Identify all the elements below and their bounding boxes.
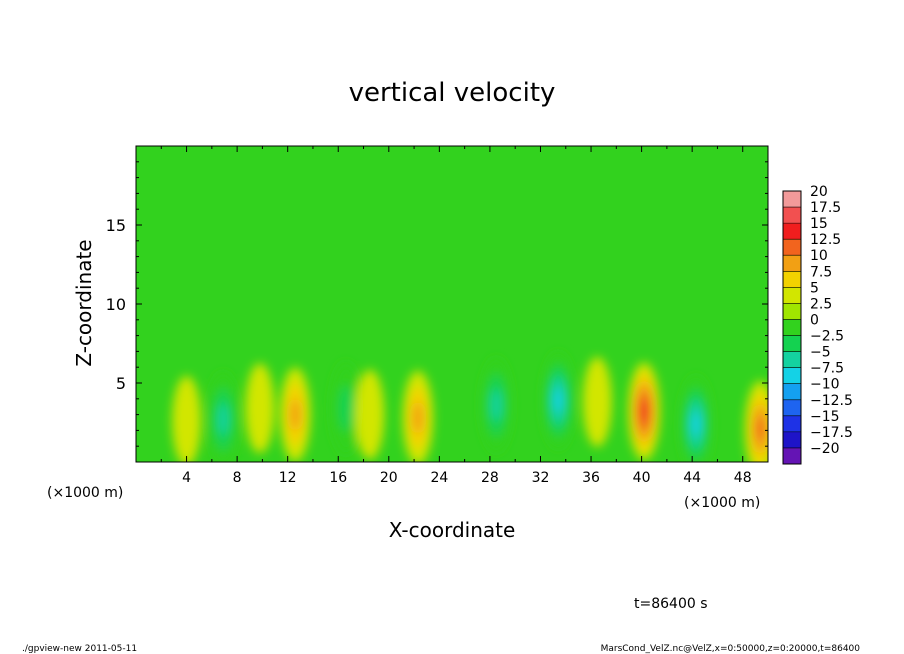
colorbar-swatch xyxy=(783,351,801,369)
colorbar-label: −20 xyxy=(810,441,840,457)
colorbar-swatch xyxy=(783,271,801,288)
velocity-contour xyxy=(338,385,354,432)
y-axis-label: Z-coordinate xyxy=(72,239,96,366)
y-tick-label: 15 xyxy=(106,216,126,235)
x-tick-label: 36 xyxy=(582,470,600,486)
chart-title: vertical velocity xyxy=(349,78,556,108)
x-tick-label: 16 xyxy=(329,470,347,486)
colorbar-label: −2.5 xyxy=(810,329,844,345)
colorbar-swatch xyxy=(783,303,801,320)
velocity-contour xyxy=(582,356,612,447)
x-axis-unit-left: (×1000 m) xyxy=(47,485,123,501)
x-tick-label: 12 xyxy=(279,470,297,486)
x-tick-label: 20 xyxy=(380,470,398,486)
footer-right: MarsCond_VelZ.nc@VelZ,x=0:50000,z=0:2000… xyxy=(601,644,861,654)
velocity-contour xyxy=(554,388,563,413)
plot-background xyxy=(136,146,768,462)
velocity-cell xyxy=(355,369,385,460)
colorbar-swatch xyxy=(783,447,801,465)
velocity-contour xyxy=(290,398,301,431)
x-axis-unit-right: (×1000 m) xyxy=(684,495,760,511)
colorbar-swatch xyxy=(783,367,801,385)
velocity-cell xyxy=(628,362,661,461)
colorbar: 2017.51512.5107.552.50−2.5−5−7.5−10−12.5… xyxy=(782,184,853,465)
velocity-contour xyxy=(756,416,765,441)
x-tick-label: 4 xyxy=(182,470,191,486)
velocity-cell xyxy=(744,380,768,462)
colorbar-swatch xyxy=(783,287,801,304)
colorbar-swatch xyxy=(783,431,801,449)
colorbar-swatch xyxy=(783,335,801,353)
colorbar-label: 2.5 xyxy=(810,296,832,312)
colorbar-label: −12.5 xyxy=(810,393,853,409)
velocity-contour xyxy=(245,363,275,454)
colorbar-swatch xyxy=(783,399,801,417)
y-tick-label: 10 xyxy=(106,295,126,314)
time-label: t=86400 s xyxy=(634,596,708,612)
velocity-cell xyxy=(582,356,612,447)
colorbar-label: 5 xyxy=(810,280,819,296)
colorbar-label: −15 xyxy=(810,409,840,425)
colorbar-label: −5 xyxy=(810,345,831,361)
colorbar-label: 20 xyxy=(810,184,828,200)
velocity-contour xyxy=(692,412,700,437)
colorbar-swatch xyxy=(783,319,801,337)
colorbar-label: 7.5 xyxy=(810,264,832,280)
x-tick-label: 40 xyxy=(633,470,651,486)
velocity-contour xyxy=(218,403,229,436)
velocity-contour xyxy=(412,402,423,434)
velocity-cell xyxy=(542,352,574,449)
velocity-contour xyxy=(355,369,385,460)
velocity-cell xyxy=(331,362,361,455)
footer-left: ./gpview-new 2011-05-11 xyxy=(22,644,137,654)
colorbar-swatch xyxy=(783,191,801,208)
colorbar-label: −17.5 xyxy=(810,425,853,441)
colorbar-label: 10 xyxy=(810,248,828,264)
velocity-cell xyxy=(680,376,712,462)
colorbar-swatch xyxy=(783,383,801,401)
x-tick-label: 28 xyxy=(481,470,499,486)
colorbar-label: −10 xyxy=(810,377,840,393)
x-tick-label: 8 xyxy=(233,470,242,486)
velocity-cell xyxy=(208,372,239,462)
x-axis: 4 8 12 16 20 24 28 32 36 40 44 48 xyxy=(160,146,752,486)
colorbar-swatch xyxy=(783,207,801,224)
colorbar-label: 12.5 xyxy=(810,232,841,248)
colorbar-label: −7.5 xyxy=(810,361,844,377)
plot-area xyxy=(136,146,768,462)
velocity-cell xyxy=(245,363,275,454)
velocity-contour xyxy=(172,375,201,462)
colorbar-label: 0 xyxy=(810,312,819,328)
x-tick-label: 44 xyxy=(683,470,701,486)
colorbar-label: 15 xyxy=(810,216,828,232)
colorbar-swatch xyxy=(783,223,801,240)
colorbar-label: 17.5 xyxy=(810,200,841,216)
velocity-cell xyxy=(481,358,512,453)
x-tick-label: 48 xyxy=(734,470,752,486)
velocity-contour xyxy=(640,401,648,422)
velocity-contour xyxy=(491,389,502,421)
y-tick-label: 5 xyxy=(116,374,126,393)
velocity-cell xyxy=(402,370,434,462)
x-tick-label: 24 xyxy=(430,470,448,486)
velocity-cell xyxy=(280,367,311,462)
velocity-cell xyxy=(172,375,201,462)
colorbar-swatch xyxy=(783,239,801,256)
velocity-cells xyxy=(172,352,768,462)
colorbar-swatch xyxy=(783,415,801,433)
x-tick-label: 32 xyxy=(532,470,550,486)
x-axis-label: X-coordinate xyxy=(389,518,516,542)
y-axis: 5 10 15 xyxy=(106,161,768,447)
colorbar-swatch xyxy=(783,255,801,272)
